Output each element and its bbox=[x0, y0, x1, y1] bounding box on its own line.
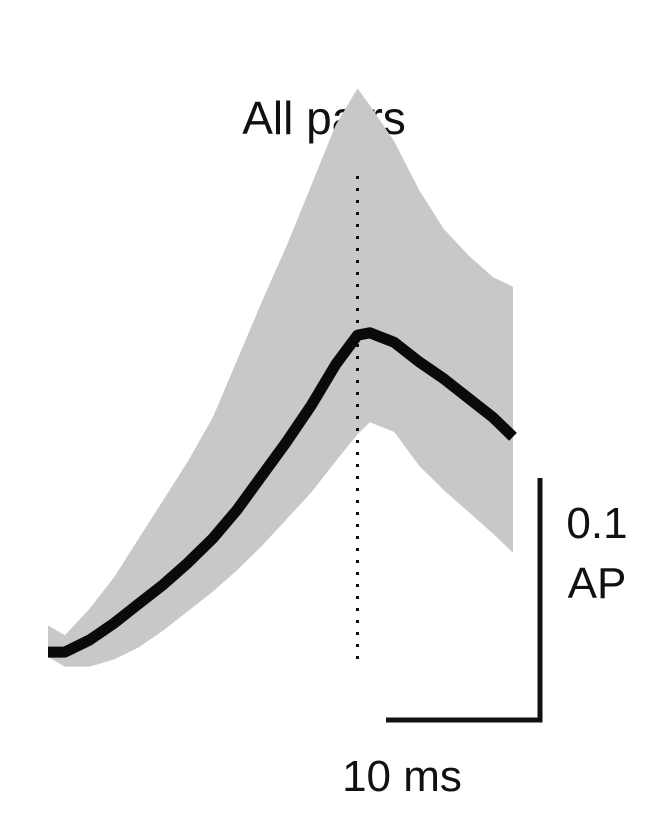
x-scale-bar-label: 10 ms bbox=[342, 752, 462, 801]
y-scale-bar-label-value: 0.1 bbox=[566, 499, 627, 548]
scale-bars bbox=[386, 478, 543, 723]
confidence-band bbox=[48, 88, 513, 667]
plot-area bbox=[48, 88, 517, 667]
y-scale-bar-label-unit: AP bbox=[568, 559, 627, 608]
mean-line bbox=[48, 327, 517, 658]
